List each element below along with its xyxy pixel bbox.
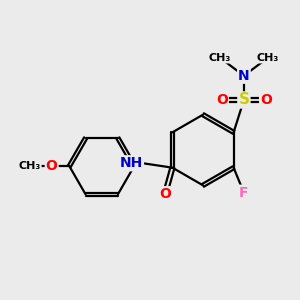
Text: NH: NH (120, 156, 143, 170)
Text: CH₃: CH₃ (208, 52, 231, 62)
Text: O: O (216, 93, 228, 107)
Text: CH₃: CH₃ (257, 52, 279, 62)
Text: N: N (238, 69, 250, 83)
Text: O: O (159, 187, 171, 201)
Text: O: O (46, 159, 58, 173)
Text: F: F (239, 186, 249, 200)
Text: CH₃: CH₃ (19, 161, 41, 171)
Text: S: S (238, 92, 249, 107)
Text: O: O (260, 93, 272, 107)
